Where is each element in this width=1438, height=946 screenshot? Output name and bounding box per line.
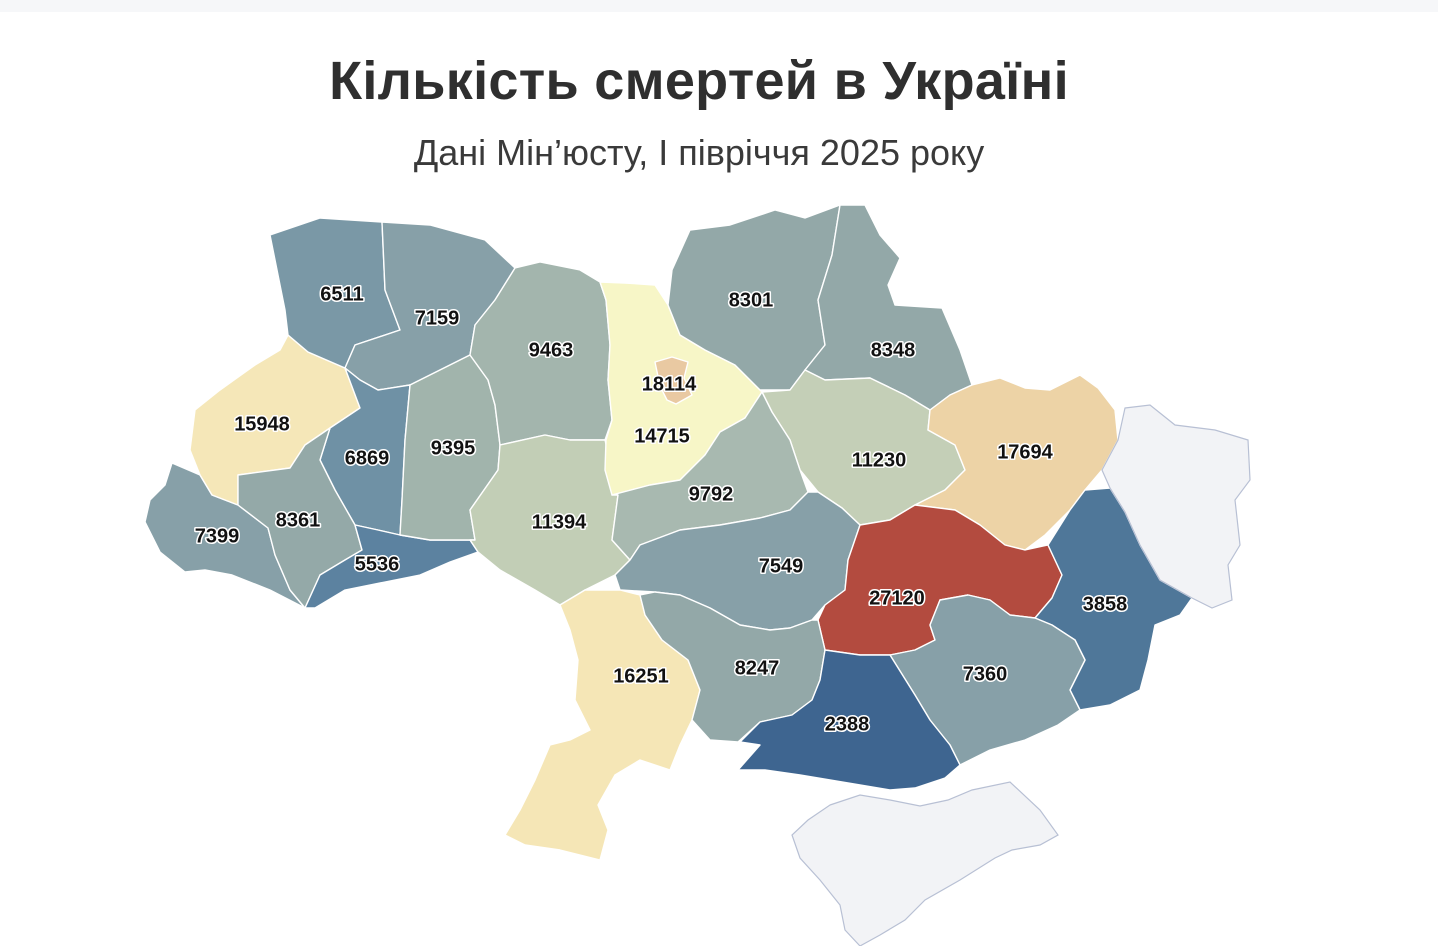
label-ivano-frankivsk: 8361 xyxy=(276,509,321,531)
label-vinnytsia: 11394 xyxy=(532,511,587,533)
label-kirovohrad: 7549 xyxy=(759,555,804,577)
region-kyiv-city[interactable] xyxy=(654,356,693,405)
region-kherson[interactable] xyxy=(737,649,961,791)
label-zhytomyr: 9463 xyxy=(529,339,574,361)
label-volyn: 6511 xyxy=(320,283,363,305)
label-zaporizhzhia: 7360 xyxy=(963,663,1008,685)
label-odesa: 16251 xyxy=(613,665,669,687)
label-sumy: 8348 xyxy=(871,339,916,361)
label-kyiv-city: 18114 xyxy=(642,373,697,395)
label-kyiv-oblast: 14715 xyxy=(634,425,690,447)
map-subtitle: Дані Мін’юсту, І півріччя 2025 року xyxy=(413,132,985,173)
label-mykolaiv: 8247 xyxy=(735,657,780,679)
label-dnipropetrovsk: 27120 xyxy=(869,587,925,609)
label-poltava: 11230 xyxy=(852,449,907,471)
region-crimea[interactable] xyxy=(791,781,1059,946)
label-lviv: 15948 xyxy=(234,413,290,435)
label-chernihiv: 8301 xyxy=(729,289,774,311)
label-ternopil: 6869 xyxy=(345,447,390,469)
map-title: Кількість смертей в Україні xyxy=(329,51,1069,111)
label-donetsk: 3858 xyxy=(1083,593,1128,615)
label-chernivtsi: 5536 xyxy=(355,553,400,575)
label-kherson: 2388 xyxy=(825,713,870,735)
label-cherkasy: 9792 xyxy=(689,483,734,505)
region-luhansk[interactable] xyxy=(1101,404,1251,609)
label-zakarpattia: 7399 xyxy=(195,525,240,547)
label-kharkiv: 17694 xyxy=(997,441,1053,463)
label-khmelnytskyi: 9395 xyxy=(431,437,476,459)
label-rivne: 7159 xyxy=(415,307,460,329)
